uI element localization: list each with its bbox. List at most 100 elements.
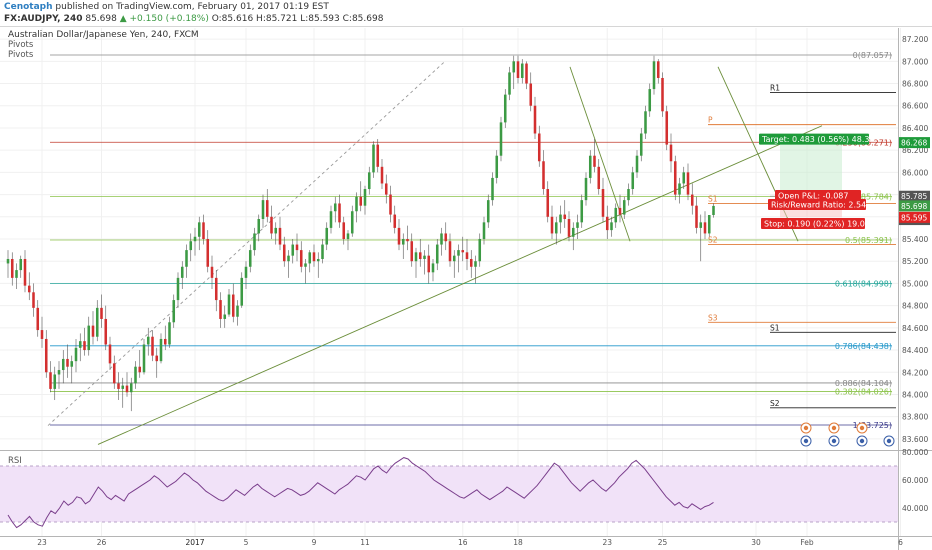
candle-body-103 xyxy=(444,233,448,242)
candle-body-16 xyxy=(74,347,78,362)
candle-body-98 xyxy=(423,255,426,259)
candle-body-89 xyxy=(384,183,388,195)
published-text: published on TradingView.com, February 0… xyxy=(55,2,329,12)
candle-body-97 xyxy=(418,252,422,259)
legend-indicator-pivots-1[interactable]: Pivots xyxy=(8,40,34,50)
candle-body-38 xyxy=(168,322,171,345)
candle-body-3 xyxy=(19,258,23,271)
candle-body-92 xyxy=(397,227,401,245)
candle-body-156 xyxy=(669,144,673,162)
candle-body-157 xyxy=(673,161,677,195)
candle-body-117 xyxy=(503,94,507,123)
candle-body-10 xyxy=(49,372,52,389)
candle-body-143 xyxy=(614,207,618,223)
pivot-label-0: R1 xyxy=(770,83,780,92)
candle-body-45 xyxy=(197,222,201,237)
trend-drawings[interactable] xyxy=(47,60,823,445)
candle-body-115 xyxy=(495,155,499,178)
candle-body-87 xyxy=(376,144,380,167)
rsi-tick-1: 60.000 xyxy=(902,476,928,485)
candle-body-41 xyxy=(180,266,184,278)
candle-body-76 xyxy=(329,211,333,228)
candle-body-82 xyxy=(355,196,358,212)
candle-body-64 xyxy=(278,227,282,245)
symbol-ohlc-line: FX:AUDJPY, 240 85.698 ▲ +0.150 (+0.18%) … xyxy=(4,13,383,25)
candle-body-111 xyxy=(478,239,482,262)
candle-body-67 xyxy=(291,244,295,256)
rsi-tick-2: 40.000 xyxy=(902,504,928,513)
candle-body-78 xyxy=(338,203,341,223)
candle-body-159 xyxy=(682,172,686,184)
rsi-pane: 80.000 60.000 40.000 xyxy=(0,448,928,529)
rsi-label[interactable]: RSI xyxy=(8,456,22,466)
candle-body-162 xyxy=(695,205,698,228)
candle-body-51 xyxy=(223,314,227,319)
long-position-tool[interactable]: Target: 0.483 (0.56%) 48.3 Open P&L: -0.0… xyxy=(759,133,869,229)
price-axis[interactable]: 87.200 87.000 86.800 86.600 86.400 86.200 86.0… xyxy=(902,35,928,444)
price-tick-0: 87.200 xyxy=(902,35,928,44)
time-tick-10: 30 xyxy=(751,538,761,547)
candle-body-0 xyxy=(6,258,10,264)
candle-body-136 xyxy=(584,177,588,201)
high-value: H:85.721 xyxy=(256,14,298,24)
price-tick-16: 84.000 xyxy=(902,390,928,399)
candle-body-62 xyxy=(270,216,273,234)
time-axis[interactable]: 23 26 2017 5 9 11 16 18 23 25 30 Feb 6 xyxy=(37,538,903,547)
rsi-band xyxy=(0,466,898,522)
candle-body-50 xyxy=(219,300,222,319)
candle-body-148 xyxy=(635,155,639,173)
candle-body-36 xyxy=(159,338,163,362)
legend-indicator-pivots-2[interactable]: Pivots xyxy=(8,50,34,60)
candle-body-5 xyxy=(27,285,31,293)
candle-body-13 xyxy=(61,358,65,371)
candle-body-20 xyxy=(91,325,95,337)
candle-body-84 xyxy=(363,189,367,206)
candle-body-61 xyxy=(265,200,269,217)
candle-body-152 xyxy=(652,61,656,90)
candle-body-12 xyxy=(57,370,61,375)
candle-body-147 xyxy=(631,172,635,190)
candle-body-15 xyxy=(70,361,74,367)
candle-body-71 xyxy=(308,252,312,264)
time-tick-3: 5 xyxy=(244,538,249,547)
candle-body-134 xyxy=(576,222,579,228)
candle-body-116 xyxy=(499,122,503,156)
candle-body-9 xyxy=(44,338,48,373)
price-tick-3: 86.600 xyxy=(902,102,928,111)
fib-retracement[interactable]: 0(87.057)0.236(86.271)0.382(85.784)0.5(8… xyxy=(50,51,892,430)
price-tag-1: 85.785 xyxy=(901,192,927,201)
time-tick-9: 25 xyxy=(658,538,668,547)
candle-body-105 xyxy=(452,255,456,262)
legend-title: Australian Dollar/Japanese Yen, 240, FXC… xyxy=(8,30,199,40)
pivot-label-3: S2 xyxy=(708,236,718,245)
candle-body-31 xyxy=(138,366,142,373)
candle-body-7 xyxy=(36,307,40,331)
candle-body-128 xyxy=(550,216,554,234)
pivot-label-4: S3 xyxy=(708,313,718,322)
candle-body-122 xyxy=(525,63,528,84)
price-tag-bg-2 xyxy=(899,200,930,212)
event-dot-0 xyxy=(803,425,809,431)
candle-body-161 xyxy=(690,194,694,206)
candle-body-54 xyxy=(236,305,239,317)
candle-body-138 xyxy=(593,155,596,167)
candle-body-160 xyxy=(686,172,690,195)
candle-body-83 xyxy=(359,196,363,206)
economic-events[interactable] xyxy=(800,422,895,447)
time-tick-2: 2017 xyxy=(185,538,204,547)
author-name[interactable]: Cenotaph xyxy=(4,2,53,12)
time-tick-4: 9 xyxy=(312,538,317,547)
candle-body-39 xyxy=(172,300,176,323)
candle-body-55 xyxy=(240,277,244,306)
candle-body-85 xyxy=(367,172,371,190)
rsi-line xyxy=(7,457,714,529)
candle-body-26 xyxy=(117,383,120,389)
candlestick-series xyxy=(6,55,715,412)
candle-body-2 xyxy=(15,270,18,278)
stop-badge: Stop: 0.190 (0.22%) 19.0 xyxy=(764,220,865,229)
candle-body-80 xyxy=(346,233,350,239)
fib-label-3: 0.5(85.391) xyxy=(845,236,892,245)
candle-body-127 xyxy=(546,189,550,217)
